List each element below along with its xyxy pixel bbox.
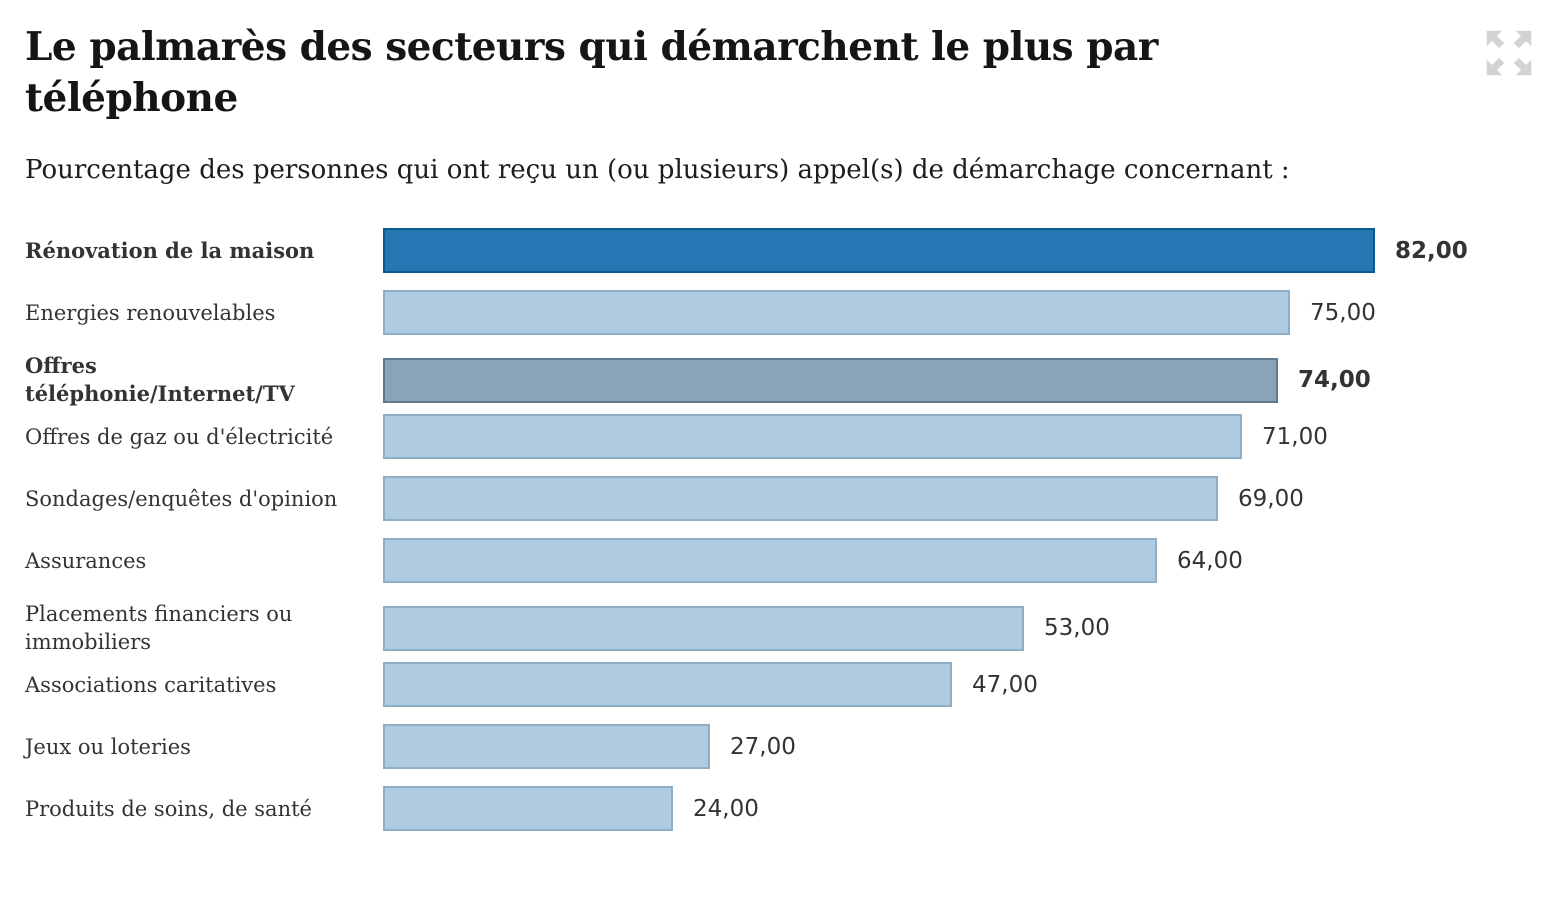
bar-zone: 24,00 — [383, 786, 1529, 831]
category-label: Offres de gaz ou d'électricité — [25, 424, 334, 449]
bar-zone: 74,00 — [383, 357, 1529, 403]
bar-4[interactable] — [383, 476, 1218, 521]
page-title: Le palmarès des secteurs qui démarchent … — [25, 24, 1158, 121]
bar-5[interactable] — [383, 538, 1157, 583]
bar-zone: 53,00 — [383, 605, 1529, 651]
chart-row: Associations caritatives 47,00 — [25, 662, 1529, 707]
category-label: Associations caritatives — [25, 672, 277, 697]
category-label: Jeux ou loteries — [25, 734, 191, 759]
bar-6[interactable] — [383, 605, 1024, 651]
value-label: 24,00 — [693, 795, 759, 822]
expand-arrows-icon — [1480, 24, 1538, 82]
bar-zone: 69,00 — [383, 476, 1529, 521]
value-label: 74,00 — [1298, 367, 1371, 393]
chart-row: Produits de soins, de santé 24,00 — [25, 786, 1529, 831]
chart-row: Assurances 64,00 — [25, 538, 1529, 583]
bar-3[interactable] — [383, 414, 1242, 459]
bar-0[interactable] — [383, 228, 1375, 273]
bar-chart: Rénovation de la maison 82,00 Energies r… — [25, 228, 1529, 831]
bar-7[interactable] — [383, 662, 952, 707]
bar-2[interactable] — [383, 357, 1278, 403]
bar-zone: 75,00 — [383, 290, 1529, 335]
chart-row: Placements financiers ou immobiliers 53,… — [25, 600, 1529, 654]
value-label: 64,00 — [1177, 547, 1243, 574]
chart-subtitle: Pourcentage des personnes qui ont reçu u… — [25, 155, 1290, 185]
expand-button[interactable] — [1480, 24, 1538, 82]
value-label: 82,00 — [1395, 237, 1468, 264]
category-label: Assurances — [25, 548, 147, 573]
chart-row: Sondages/enquêtes d'opinion 69,00 — [25, 476, 1529, 521]
bar-1[interactable] — [383, 290, 1290, 335]
value-label: 27,00 — [730, 733, 796, 760]
chart-row: Offres téléphonie/Internet/TV 74,00 — [25, 352, 1529, 406]
chart-row: Rénovation de la maison 82,00 — [25, 228, 1529, 273]
bar-9[interactable] — [383, 786, 673, 831]
bar-zone: 71,00 — [383, 414, 1529, 459]
category-label: Rénovation de la maison — [25, 237, 315, 263]
category-label: Produits de soins, de santé — [25, 796, 312, 821]
category-label: Placements financiers ou immobiliers — [25, 602, 293, 654]
value-label: 47,00 — [972, 671, 1038, 698]
value-label: 53,00 — [1044, 615, 1110, 641]
category-label: Energies renouvelables — [25, 300, 276, 325]
value-label: 71,00 — [1262, 423, 1328, 450]
bar-zone: 27,00 — [383, 724, 1529, 769]
category-label: Sondages/enquêtes d'opinion — [25, 486, 338, 511]
value-label: 75,00 — [1310, 299, 1376, 326]
bar-zone: 47,00 — [383, 662, 1529, 707]
chart-row: Energies renouvelables 75,00 — [25, 290, 1529, 335]
chart-row: Offres de gaz ou d'électricité 71,00 — [25, 414, 1529, 459]
bar-zone: 64,00 — [383, 538, 1529, 583]
bar-8[interactable] — [383, 724, 710, 769]
value-label: 69,00 — [1238, 485, 1304, 512]
chart-row: Jeux ou loteries 27,00 — [25, 724, 1529, 769]
bar-zone: 82,00 — [383, 228, 1529, 273]
category-label: Offres téléphonie/Internet/TV — [25, 353, 295, 406]
